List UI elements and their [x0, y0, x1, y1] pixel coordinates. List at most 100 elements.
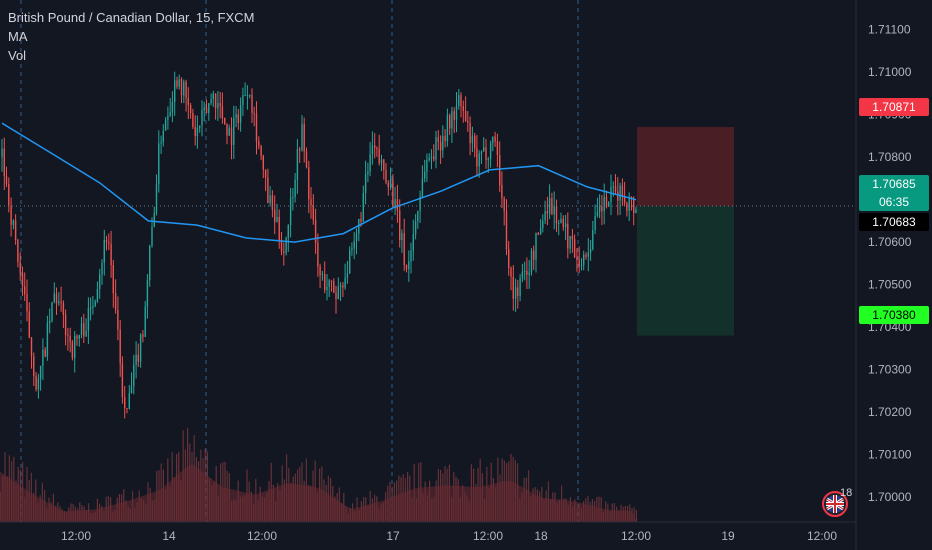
candle-body: [271, 195, 274, 210]
candle-body: [21, 273, 24, 287]
candle-body: [92, 305, 94, 308]
candle-body: [414, 221, 417, 235]
candle-body: [89, 307, 92, 309]
candle-body: [426, 159, 428, 172]
candle-body: [462, 106, 464, 111]
candle-body: [12, 220, 15, 225]
candle-body: [551, 198, 553, 215]
candle-body: [137, 354, 139, 362]
symbol-title[interactable]: British Pound / Canadian Dollar, 15, FXC…: [8, 10, 255, 25]
candle-body: [51, 302, 53, 321]
current-price-tag: 1.70685 06:35: [859, 175, 929, 211]
candle-body: [428, 157, 430, 160]
target-zone: [637, 127, 734, 207]
candle-body: [401, 233, 403, 240]
candle-body: [362, 192, 364, 222]
candle-body: [217, 103, 219, 109]
candle-body: [189, 105, 192, 113]
candle-body: [376, 147, 378, 149]
candle-body: [58, 301, 60, 304]
candle-body: [621, 185, 624, 197]
candle-body: [408, 261, 410, 269]
y-tick-label: 1.70300: [868, 363, 912, 377]
candle-body: [333, 281, 335, 293]
candle-body: [87, 308, 90, 331]
volume-bar: [635, 510, 637, 522]
candle-body: [628, 197, 630, 211]
candle-body: [544, 211, 546, 221]
candle-body: [280, 240, 283, 252]
x-tick-label: 12:00: [61, 529, 91, 543]
candle-body: [208, 103, 210, 114]
candle-body: [160, 141, 162, 144]
candle-body: [326, 287, 328, 290]
y-tick-label: 1.70100: [868, 448, 912, 462]
candle-body: [158, 143, 160, 185]
candle-body: [230, 127, 233, 145]
candle-body: [35, 376, 37, 390]
candle-body: [524, 270, 526, 272]
candle-body: [267, 177, 269, 203]
candle-body: [589, 249, 592, 253]
candle-body: [226, 123, 228, 136]
candle-body: [26, 294, 28, 312]
candle-body: [626, 202, 628, 211]
candle-body: [24, 286, 26, 295]
candle-body: [296, 148, 299, 180]
x-tick-label: 12:00: [247, 529, 277, 543]
candle-body: [449, 115, 451, 129]
candle-body: [96, 289, 99, 302]
candle-body: [151, 226, 153, 246]
candle-body: [517, 287, 519, 296]
candle-body: [360, 218, 362, 222]
candle-body: [335, 292, 337, 299]
candle-body: [567, 223, 569, 249]
candle-body: [453, 111, 455, 120]
candle-body: [464, 111, 467, 121]
x-tick-label: 14: [162, 529, 176, 543]
candle-body: [596, 211, 599, 216]
candle-body: [530, 250, 533, 273]
volume-indicator-label[interactable]: Vol: [8, 48, 27, 63]
candle-body: [424, 171, 426, 179]
y-tick-label: 1.70200: [868, 405, 912, 419]
candle-body: [105, 240, 108, 243]
candle-body: [214, 93, 217, 109]
candle-body: [135, 354, 137, 365]
ma-indicator-label[interactable]: MA: [8, 29, 28, 44]
candle-body: [153, 212, 155, 227]
target-price-tag: 1.70871: [859, 98, 929, 116]
x-tick-label: 18: [534, 529, 548, 543]
candle-body: [108, 242, 110, 244]
candle-body: [196, 127, 199, 137]
candle-body: [346, 273, 349, 278]
candle-body: [328, 280, 330, 287]
candle-body: [476, 148, 478, 167]
candle-body: [53, 293, 55, 302]
candle-body: [560, 218, 562, 223]
candle-body: [171, 101, 174, 112]
candle-body: [501, 185, 503, 199]
candle-body: [553, 206, 555, 215]
candle-body: [314, 219, 317, 244]
candle-body: [439, 141, 442, 151]
candle-body: [467, 120, 469, 123]
candle-body: [594, 216, 596, 230]
candle-body: [203, 107, 205, 111]
candle-body: [496, 141, 499, 155]
candle-body: [128, 393, 130, 409]
candle-body: [46, 322, 49, 357]
candle-body: [442, 135, 444, 151]
candle-body: [60, 301, 62, 303]
candle-body: [592, 230, 594, 250]
candle-body: [383, 159, 385, 170]
ma-line: [1, 122, 637, 243]
candle-body: [562, 218, 564, 228]
union-jack-flag-icon[interactable]: [822, 491, 848, 517]
candle-body: [289, 197, 292, 225]
candle-body: [162, 130, 164, 142]
candle-body: [262, 155, 264, 170]
candle-body: [117, 310, 119, 330]
candle-body: [39, 365, 42, 379]
